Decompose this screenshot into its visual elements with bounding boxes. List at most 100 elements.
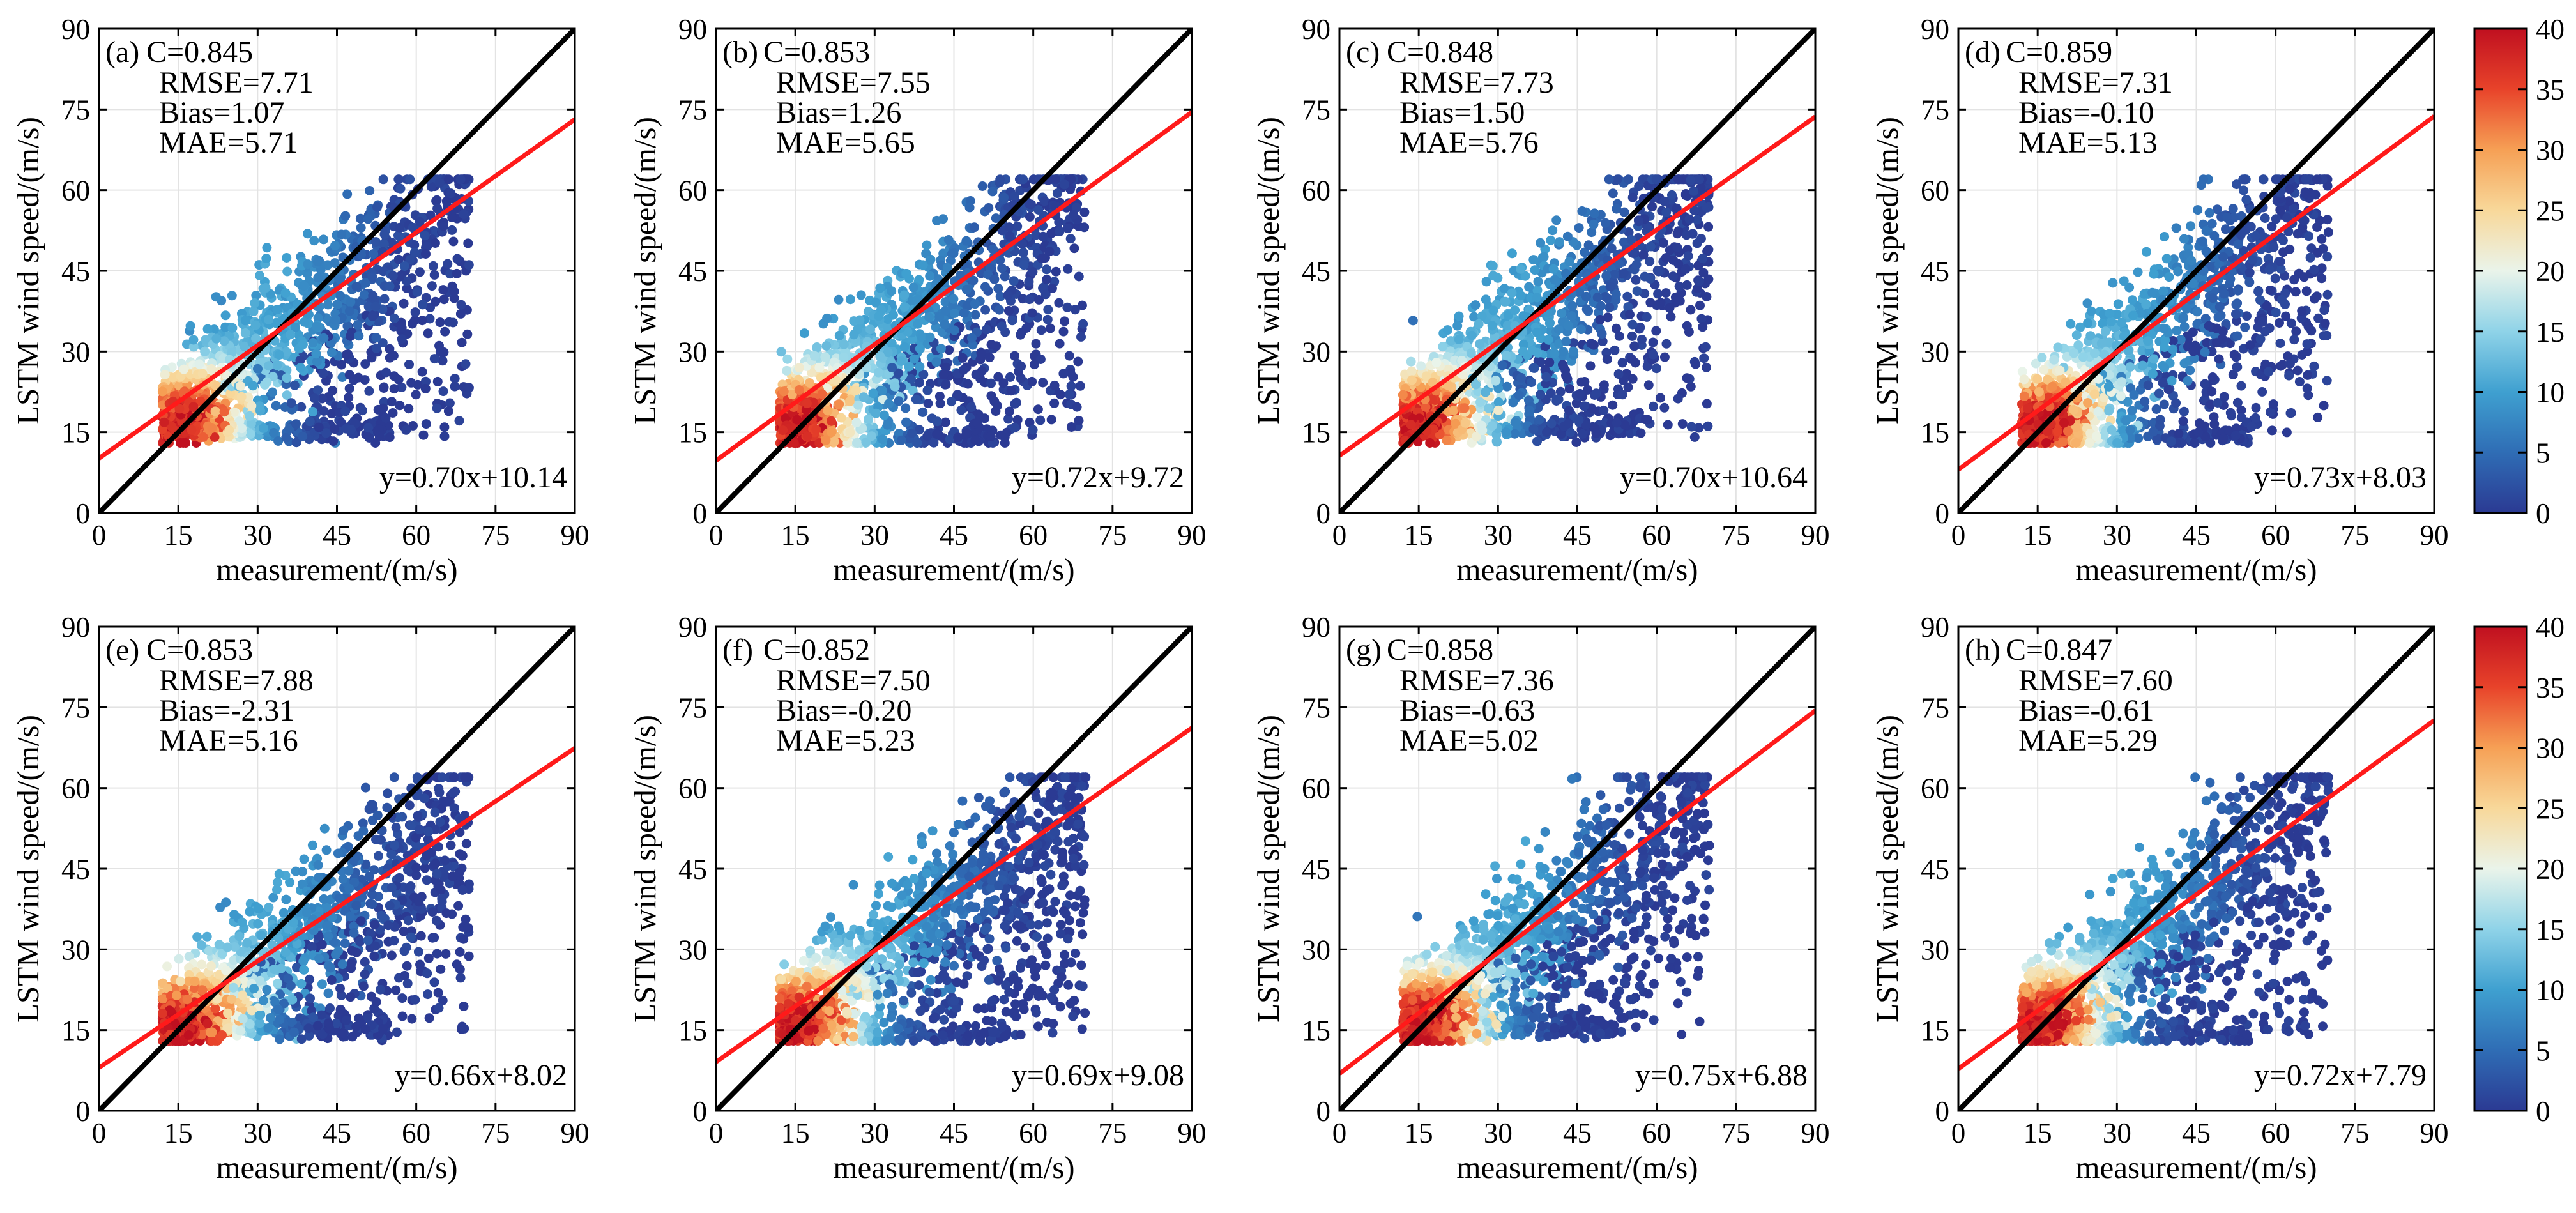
scatter-point — [432, 376, 443, 386]
scatter-point — [1550, 348, 1560, 358]
scatter-point — [2288, 204, 2298, 214]
scatter-point — [932, 416, 942, 427]
scatter-point — [1677, 419, 1688, 429]
scatter-point — [206, 364, 217, 374]
scatter-point — [337, 229, 347, 240]
scatter-point — [378, 174, 388, 185]
stat-c: C=0.853 — [763, 35, 870, 69]
scatter-point — [408, 421, 418, 431]
scatter-point — [341, 349, 351, 360]
scatter-point — [1000, 271, 1010, 282]
scatter-point — [1035, 415, 1046, 425]
scatter-point — [1079, 207, 1090, 217]
scatter-point — [1559, 347, 1569, 357]
scatter-point — [969, 222, 979, 233]
scatter-point — [457, 337, 467, 347]
scatter-point — [1612, 418, 1622, 428]
scatter-point — [246, 418, 256, 429]
scatter-point — [984, 203, 994, 213]
x-tick-label: 90 — [561, 519, 590, 551]
scatter-point — [264, 361, 274, 371]
scatter-point — [1066, 422, 1076, 432]
scatter-point — [1617, 358, 1627, 368]
scatter-point — [1693, 261, 1703, 271]
scatter-point — [1575, 388, 1585, 399]
scatter-point — [1454, 311, 1464, 321]
scatter-point — [1559, 361, 1568, 371]
scatter-point — [360, 359, 370, 369]
scatter-point — [1488, 261, 1498, 271]
scatter-point — [1561, 370, 1571, 381]
scatter-point — [963, 379, 973, 389]
scatter-point — [439, 431, 450, 441]
scatter-point — [1042, 264, 1052, 275]
scatter-point — [1063, 224, 1073, 233]
scatter-point — [1033, 205, 1044, 215]
scatter-point — [1532, 285, 1543, 295]
scatter-point — [1046, 228, 1056, 238]
scatter-point — [1541, 372, 1551, 382]
scatter-point — [261, 254, 271, 264]
scatter-point — [949, 325, 959, 335]
scatter-point — [463, 238, 473, 248]
scatter-point — [404, 360, 414, 369]
scatter-point — [1605, 282, 1615, 292]
x-tick-label: 75 — [1098, 519, 1127, 551]
scatter-point — [1626, 234, 1636, 245]
scatter-point — [1595, 315, 1605, 324]
scatter-point — [977, 366, 987, 376]
scatter-point — [245, 429, 255, 439]
scatter-point — [2193, 205, 2203, 215]
scatter-point — [932, 215, 942, 225]
scatter-point — [439, 347, 449, 357]
scatter-point — [958, 365, 968, 375]
scatter-point — [922, 240, 932, 250]
scatter-point — [363, 214, 373, 224]
scatter-point — [995, 291, 1005, 301]
scatter-point — [448, 236, 459, 247]
scatter-point — [931, 357, 941, 367]
scatter-point — [934, 312, 945, 322]
scatter-point — [198, 432, 208, 442]
panel-d: 00151530304545606075759090measurement/(m… — [1870, 13, 2449, 587]
stat-mae: MAE=5.76 — [1399, 126, 1539, 160]
scatter-point — [300, 317, 310, 327]
scatter-point — [1631, 259, 1642, 270]
scatter-point — [346, 425, 356, 434]
scatter-point — [877, 385, 887, 395]
scatter-point — [879, 410, 889, 420]
scatter-point — [2251, 402, 2261, 413]
scatter-point — [219, 407, 229, 417]
scatter-point — [296, 363, 306, 373]
scatter-point — [1587, 403, 1597, 413]
scatter-point — [802, 431, 812, 441]
y-tick-label: 90 — [1302, 13, 1330, 45]
scatter-point — [844, 397, 855, 407]
scatter-point — [883, 420, 892, 430]
scatter-point — [211, 333, 222, 344]
scatter-point — [2260, 213, 2270, 223]
scatter-point — [925, 332, 935, 342]
scatter-point — [187, 425, 197, 435]
scatter-point — [794, 385, 804, 395]
scatter-point — [972, 418, 982, 428]
scatter-point — [303, 259, 313, 270]
scatter-point — [1018, 174, 1028, 185]
scatter-point — [399, 298, 409, 309]
scatter-point — [356, 250, 366, 260]
scatter-point — [1638, 250, 1649, 260]
y-tick-label: 75 — [1302, 94, 1330, 126]
scatter-point — [1591, 428, 1601, 438]
scatter-point — [319, 406, 329, 416]
scatter-point — [2275, 205, 2285, 215]
scatter-point — [1632, 286, 1642, 296]
scatter-point — [1645, 298, 1656, 308]
scatter-point — [964, 202, 975, 213]
scatter-point — [1696, 314, 1707, 324]
scatter-point — [1672, 203, 1682, 213]
scatter-point — [1599, 380, 1609, 390]
scatter-point — [867, 431, 876, 441]
scatter-point — [821, 435, 831, 445]
scatter-point — [1019, 260, 1029, 270]
scatter-point — [429, 270, 439, 280]
